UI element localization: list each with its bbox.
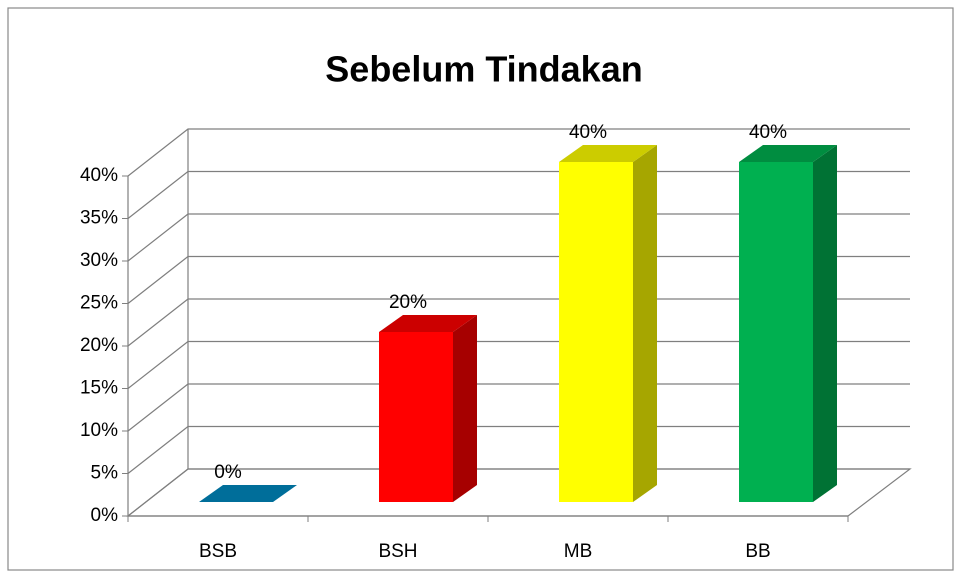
y-tick-label: 0% [91,505,119,526]
x-tick-label: MB [564,541,593,562]
value-label: 0% [214,462,242,483]
x-tick-label: BSB [199,541,237,562]
y-tick-label: 35% [80,208,118,229]
bar-top [739,145,837,162]
bar-top [559,145,657,162]
bar [379,332,453,502]
value-label: 20% [389,292,427,313]
bar-top [379,315,477,332]
bar-side [633,145,657,502]
y-tick-label: 5% [91,463,119,484]
y-tick-label: 30% [80,250,118,271]
y-tick-label: 15% [80,378,118,399]
y-tick-label: 25% [80,293,118,314]
y-tick-label: 40% [80,165,118,186]
x-tick-label: BB [745,541,770,562]
x-tick-label: BSH [378,541,417,562]
bar-top [199,485,297,502]
bar [559,162,633,502]
y-tick-label: 20% [80,335,118,356]
bar [739,162,813,502]
bar-side [813,145,837,502]
value-label: 40% [749,122,787,143]
bar-side [453,315,477,502]
chart-title: Sebelum Tindakan [325,49,642,90]
value-label: 40% [569,122,607,143]
y-tick-label: 10% [80,420,118,441]
